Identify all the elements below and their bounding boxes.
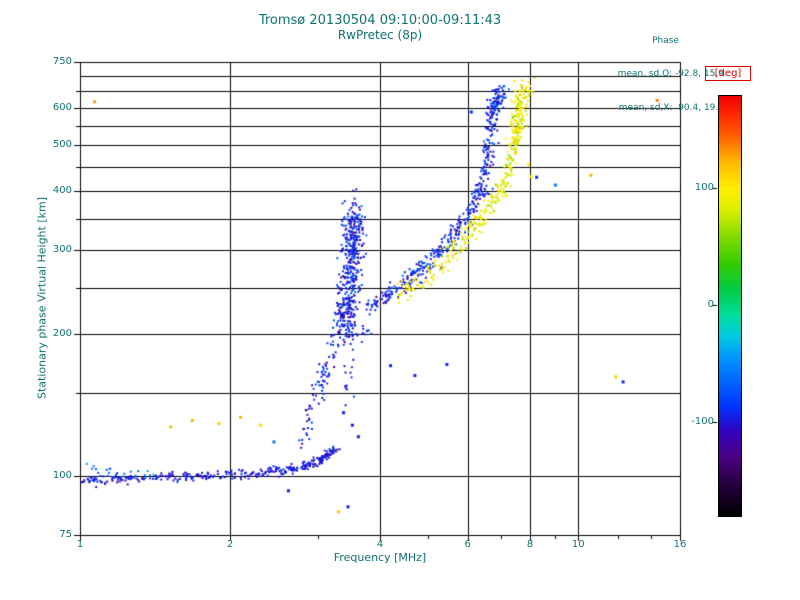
title-line1: Tromsø 20130504 09:10:00-09:11:43 [258, 13, 502, 28]
phase-mean-x: mean, sd,X: 90.4, 19.0 [618, 103, 724, 113]
x-tick-label: 4 [376, 539, 384, 550]
phase-mean-o: mean, sd,O: -92.8, 15.9 [617, 69, 724, 80]
y-tick-label: 100 [52, 469, 72, 481]
y-tick-label: 300 [52, 244, 72, 256]
y-tick-label: 75 [59, 529, 72, 540]
x-tick-label: 8 [526, 539, 534, 550]
plot-title: Tromsø 20130504 09:10:00-09:11:43 RwPret… [80, 13, 680, 43]
phase-stats: Phase mean, sd,O: -92.8, 15.9 mean, sd,X… [556, 13, 724, 137]
y-tick-label: 200 [52, 327, 72, 339]
y-tick-label: 600 [52, 101, 72, 113]
colorbar-tick-label: 100 [694, 182, 714, 194]
y-tick-label: 400 [52, 185, 72, 197]
colorbar-unit-label: [deg] [705, 66, 751, 81]
x-tick-label: 1 [76, 539, 84, 550]
y-tick-label: 750 [52, 56, 72, 67]
colorbar-tick-label: -100 [691, 415, 714, 427]
y-tick-label: 500 [52, 139, 72, 151]
x-axis-label: Frequency [MHz] [333, 551, 427, 564]
x-tick-label: 10 [571, 539, 585, 550]
colorbar-tick-label: 0 [707, 299, 714, 310]
x-tick-label: 6 [464, 539, 471, 550]
phase-stats-header: Phase [652, 35, 679, 46]
x-tick-label: 2 [226, 539, 234, 550]
colorbar [718, 95, 742, 517]
x-tick-label: 16 [673, 539, 687, 550]
title-line2: RwPretec (8p) [337, 27, 423, 42]
y-axis-label: Stationary phase Virtual Height [km] [35, 196, 49, 400]
